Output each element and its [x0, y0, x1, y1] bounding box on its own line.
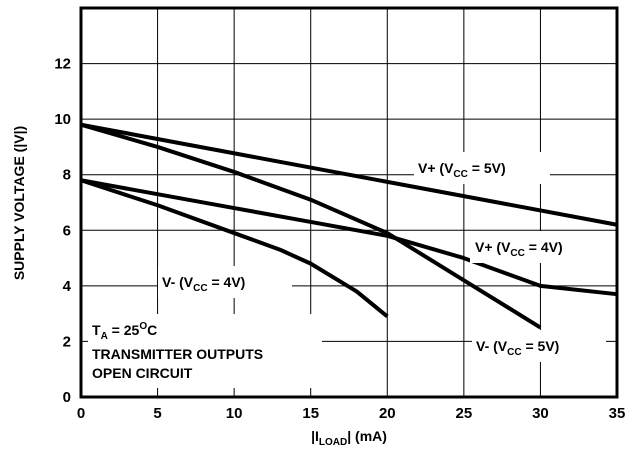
y-tick-label: 10	[54, 111, 71, 128]
y-tick-label: 2	[63, 333, 71, 350]
x-tick-label: 30	[532, 405, 549, 422]
y-tick-label: 4	[63, 278, 72, 295]
x-tick-label: 10	[226, 405, 243, 422]
series-line-4	[80, 178, 389, 318]
label-bg-vminus5	[472, 330, 606, 362]
x-tick-label: 25	[456, 405, 473, 422]
tick-labels: 0 5 10 15 20 25 30 35 0 2 4 6 8 10 12	[54, 56, 625, 422]
plot-frame	[79, 6, 619, 399]
label-transmitter-outputs: TRANSMITTER OUTPUTS	[92, 346, 263, 362]
label-bg-vminus4	[158, 266, 292, 298]
label-ambient-temp: TA = 25OC	[92, 321, 157, 342]
y-tick-label: 0	[63, 389, 71, 406]
series-line-2	[80, 122, 542, 330]
label-bg-note	[88, 314, 322, 388]
series-line-3	[80, 178, 618, 297]
label-vplus-vcc5: V+ (VCC = 5V)	[418, 160, 506, 180]
y-tick-label: 6	[63, 222, 71, 239]
series-lines	[80, 122, 618, 330]
x-tick-label: 0	[77, 405, 85, 422]
label-vminus-vcc5: V- (VCC = 5V)	[476, 338, 559, 358]
x-axis-title: |ILOAD| (mA)	[311, 428, 387, 448]
label-bg-vplus4	[470, 231, 602, 263]
x-tick-label: 20	[379, 405, 396, 422]
x-tick-label: 5	[153, 405, 161, 422]
label-vplus-vcc4: V+ (VCC = 4V)	[475, 239, 563, 259]
series-line-1	[80, 122, 618, 227]
y-tick-label: 12	[54, 56, 71, 73]
label-open-circuit: OPEN CIRCUIT	[92, 365, 193, 381]
y-tick-label: 8	[63, 167, 71, 184]
x-tick-label: 15	[302, 405, 319, 422]
label-bg-vplus5	[414, 152, 550, 184]
label-vminus-vcc4: V- (VCC = 4V)	[162, 274, 245, 294]
x-tick-label: 35	[609, 405, 626, 422]
y-axis-title: SUPPLY VOLTAGE (|V|)	[11, 126, 27, 280]
